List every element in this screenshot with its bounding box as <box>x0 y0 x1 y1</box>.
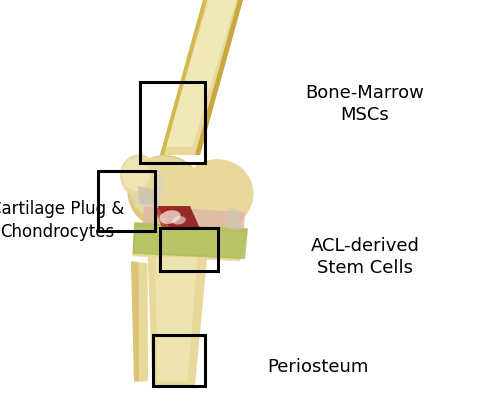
Bar <box>160 228 218 271</box>
Polygon shape <box>138 186 159 206</box>
Polygon shape <box>228 208 241 231</box>
Bar <box>98 171 155 231</box>
Polygon shape <box>195 0 248 155</box>
Polygon shape <box>165 0 240 147</box>
Polygon shape <box>131 261 139 381</box>
Ellipse shape <box>128 155 202 228</box>
Ellipse shape <box>120 154 158 197</box>
Ellipse shape <box>160 210 180 224</box>
Polygon shape <box>155 206 185 230</box>
Text: ACL-derived
Stem Cells: ACL-derived Stem Cells <box>310 237 420 277</box>
Polygon shape <box>132 222 248 261</box>
Polygon shape <box>134 222 248 232</box>
Polygon shape <box>155 257 198 381</box>
Ellipse shape <box>172 216 186 224</box>
Ellipse shape <box>135 161 195 222</box>
Ellipse shape <box>128 155 202 228</box>
Polygon shape <box>160 0 212 155</box>
Polygon shape <box>158 206 200 228</box>
Polygon shape <box>160 0 248 155</box>
Ellipse shape <box>122 158 150 191</box>
Ellipse shape <box>131 156 199 223</box>
Polygon shape <box>131 261 148 381</box>
Bar <box>152 335 205 386</box>
Polygon shape <box>135 226 244 257</box>
Polygon shape <box>142 206 245 228</box>
Ellipse shape <box>188 165 246 222</box>
Bar <box>140 82 205 163</box>
Ellipse shape <box>185 160 250 224</box>
Polygon shape <box>128 163 165 207</box>
Text: Periosteum: Periosteum <box>268 358 369 376</box>
Text: Bone-Marrow
MSCs: Bone-Marrow MSCs <box>306 84 424 124</box>
Polygon shape <box>132 222 248 259</box>
Polygon shape <box>148 253 208 386</box>
Text: Cartilage Plug &
Chondrocytes: Cartilage Plug & Chondrocytes <box>0 200 124 241</box>
Ellipse shape <box>182 159 254 228</box>
Polygon shape <box>142 171 245 216</box>
